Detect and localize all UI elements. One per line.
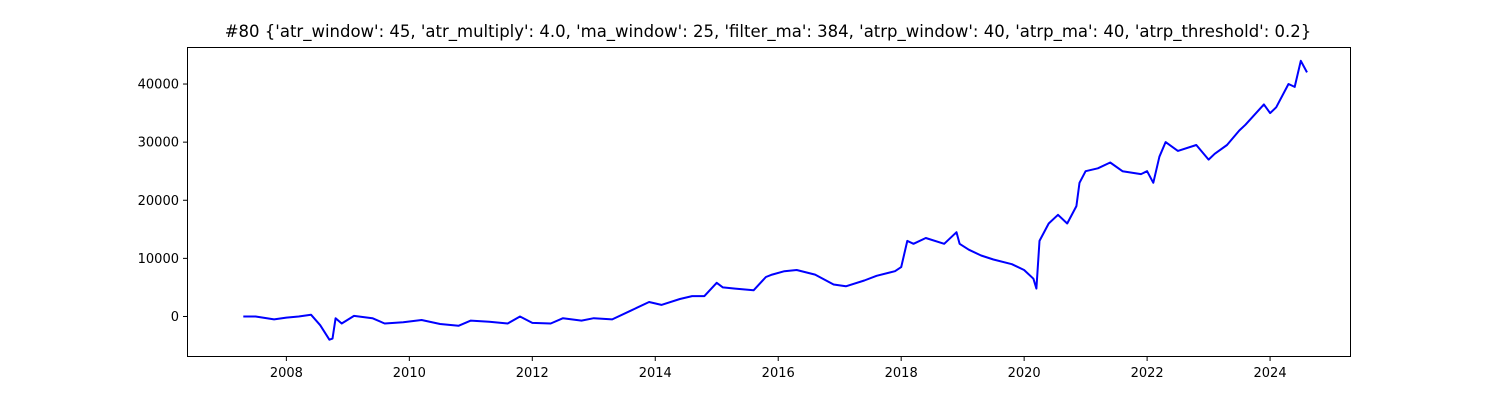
y-tick-label: 30000 xyxy=(138,136,179,151)
equity-series-line xyxy=(243,59,1308,341)
x-tick-label: 2022 xyxy=(1131,366,1164,381)
x-tick-label: 2010 xyxy=(393,366,426,381)
y-tick-label: 10000 xyxy=(138,252,179,267)
y-tick-label: 20000 xyxy=(138,194,179,209)
x-tick-label: 2020 xyxy=(1008,366,1041,381)
y-tick-label: 40000 xyxy=(138,78,179,93)
chart-title: #80 {'atr_window': 45, 'atr_multiply': 4… xyxy=(224,22,1312,41)
x-axis: 2008 2010 2012 2014 2016 2018 2020 2022 2024 xyxy=(270,356,1287,381)
x-tick-label: 2024 xyxy=(1254,366,1287,381)
x-tick-label: 2018 xyxy=(885,366,918,381)
x-tick-label: 2014 xyxy=(639,366,672,381)
x-tick-label: 2012 xyxy=(516,366,549,381)
x-tick-label: 2008 xyxy=(270,366,303,381)
series-layer xyxy=(243,59,1308,341)
plot-area-frame xyxy=(187,47,1351,357)
x-tick-label: 2016 xyxy=(762,366,795,381)
y-axis: 0 10000 20000 30000 40000 xyxy=(138,78,188,325)
y-tick-label: 0 xyxy=(171,310,179,325)
